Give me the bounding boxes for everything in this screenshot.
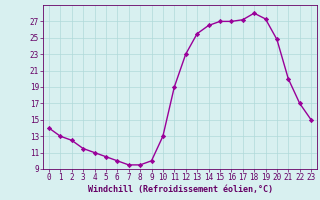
X-axis label: Windchill (Refroidissement éolien,°C): Windchill (Refroidissement éolien,°C)	[87, 185, 273, 194]
